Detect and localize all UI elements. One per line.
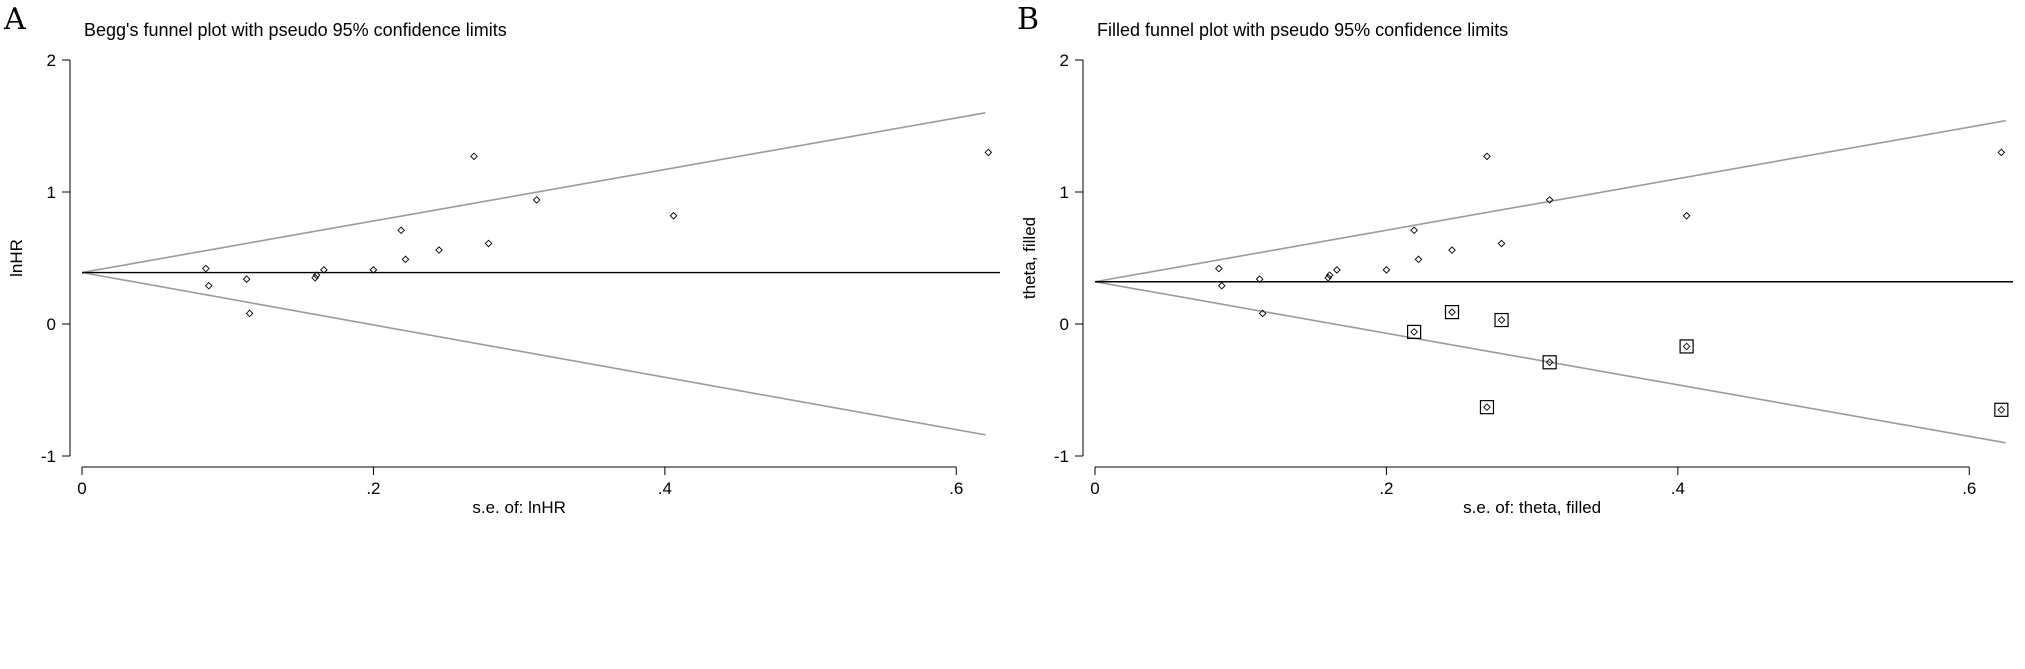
study-point xyxy=(1410,226,1418,235)
study-point xyxy=(320,266,328,274)
x-axis-label: s.e. of: lnHR xyxy=(472,498,566,517)
funnel-plot-a-svg: -1 0 1 2 0 .2 .4 .6 s.e. of: lnHR lnHR xyxy=(7,51,1000,517)
x-tick-label: .6 xyxy=(1962,479,1976,498)
study-point xyxy=(1333,266,1341,274)
y-axis-label: theta, filled xyxy=(1020,217,1039,299)
upper-confidence-limit-line xyxy=(81,112,986,274)
x-tick-label: 0 xyxy=(77,479,86,498)
filled-study-square xyxy=(1407,324,1422,340)
upper-confidence-limit-line xyxy=(1094,119,2006,283)
study-point xyxy=(1448,246,1456,254)
x-tick-label: .2 xyxy=(1379,479,1393,498)
study-point xyxy=(435,246,443,254)
filled-study-point xyxy=(1448,308,1456,316)
filled-study-square xyxy=(1994,402,2009,417)
study-point xyxy=(669,211,678,220)
study-point xyxy=(245,309,254,318)
panel-label-a: A xyxy=(4,2,26,37)
x-axis-label: s.e. of: theta, filled xyxy=(1463,498,1601,517)
study-point xyxy=(1215,264,1223,273)
lower-confidence-limit-line xyxy=(1094,280,2006,444)
y-tick-label: 2 xyxy=(1060,51,1069,70)
y-tick-label: 0 xyxy=(1060,315,1069,334)
study-point xyxy=(1325,271,1334,279)
study-point xyxy=(204,281,213,290)
study-point xyxy=(369,266,378,274)
filled-study-square xyxy=(1679,339,1694,354)
y-tick-label: -1 xyxy=(1054,447,1069,466)
filled-study-square xyxy=(1479,400,1495,415)
filled-study-point xyxy=(1497,316,1506,324)
y-tick-label: 1 xyxy=(1060,183,1069,202)
chart-title-b: Filled funnel plot with pseudo 95% confi… xyxy=(1097,20,1509,40)
filled-study-square xyxy=(1494,312,1509,328)
x-tick-label: .6 xyxy=(949,479,963,498)
study-point xyxy=(484,239,493,248)
study-point xyxy=(984,148,993,157)
study-point xyxy=(470,152,478,161)
study-point xyxy=(1414,255,1423,264)
study-point xyxy=(312,271,321,279)
x-tick-label: 0 xyxy=(1090,479,1099,498)
y-tick-label: 1 xyxy=(47,183,56,202)
y-tick-label: -1 xyxy=(41,447,56,466)
filled-study-point xyxy=(1545,358,1554,367)
filled-study-point xyxy=(1410,328,1418,336)
study-point xyxy=(1497,239,1506,248)
y-axis-label: lnHR xyxy=(7,239,26,277)
filled-study-square xyxy=(1444,305,1460,320)
funnel-plot-panel-a: -1 0 1 2 0 .2 .4 .6 s.e. of: lnHR lnHR A Begg's f… xyxy=(4,2,1000,517)
x-tick-label: .4 xyxy=(658,479,672,498)
study-point xyxy=(1545,196,1554,204)
panel-label-b: B xyxy=(1017,2,1040,37)
study-point xyxy=(1382,266,1391,274)
study-point xyxy=(1258,309,1267,318)
study-point xyxy=(1682,211,1691,220)
study-point xyxy=(401,255,410,264)
study-point xyxy=(1997,148,2006,157)
study-point xyxy=(202,264,210,273)
funnel-plot-panel-b: -1 0 1 2 0 .2 .4 .6 s.e. of: theta, filled theta,… xyxy=(1013,0,2025,669)
study-point xyxy=(1483,152,1491,161)
study-point xyxy=(397,226,405,235)
filled-study-point xyxy=(1483,403,1491,411)
x-tick-label: .2 xyxy=(366,479,380,498)
study-point xyxy=(311,273,319,282)
study-point xyxy=(532,196,541,204)
filled-study-point xyxy=(1997,405,2006,414)
study-point xyxy=(1217,281,1226,290)
funnel-plot-b-svg: -1 0 1 2 0 .2 .4 .6 s.e. of: theta, filled theta,… xyxy=(1020,51,2013,517)
study-point xyxy=(242,275,251,283)
study-point xyxy=(1255,275,1264,283)
y-tick-label: 2 xyxy=(47,51,56,70)
lower-confidence-limit-line xyxy=(81,271,986,436)
filled-study-point xyxy=(1682,342,1691,351)
chart-title-a: Begg's funnel plot with pseudo 95% confi… xyxy=(84,20,507,40)
y-tick-label: 0 xyxy=(47,315,56,334)
study-point xyxy=(1324,273,1332,282)
x-tick-label: .4 xyxy=(1671,479,1685,498)
filled-study-square xyxy=(1542,355,1557,370)
